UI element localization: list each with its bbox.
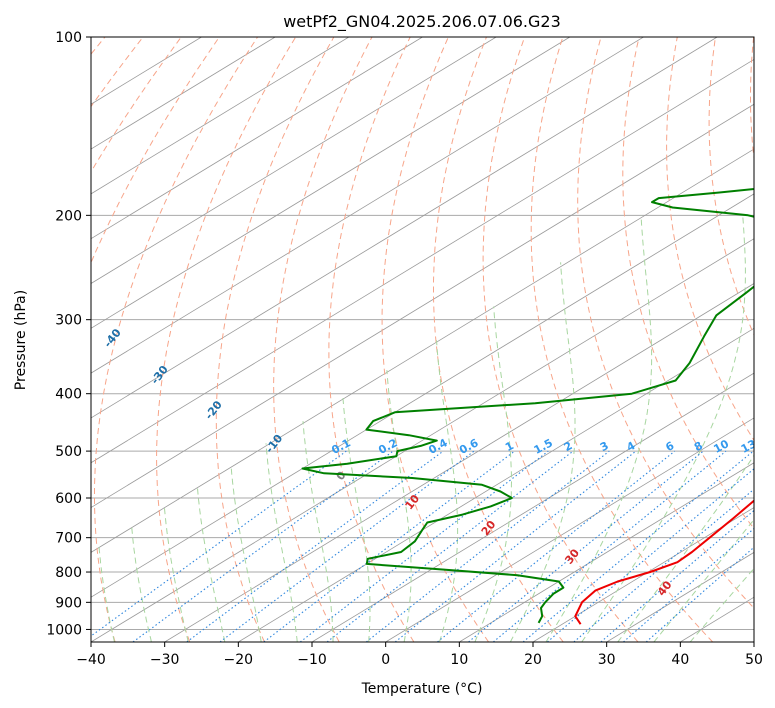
- mixing-ratio-line: [492, 450, 727, 642]
- y-axis-ticks: 100 200 300 400 500 600 700 800 900 1000: [46, 30, 91, 638]
- isotherm-line: [91, 37, 571, 329]
- mixing-ratio-line: [437, 450, 676, 642]
- moist-adiabat-line: [302, 421, 334, 642]
- isotherm-line: [91, 37, 497, 284]
- moist-adiabat-line: [436, 340, 459, 642]
- isotherm-line: [385, 417, 754, 642]
- isotherm-line: [91, 193, 754, 598]
- y-tick-label: 600: [55, 491, 82, 507]
- plot-area: 0.10.20.40.611.52346810131620253036-100-…: [91, 37, 759, 642]
- x-tick-label: −30: [150, 652, 180, 668]
- mixing-ratio-line: [394, 450, 637, 642]
- y-tick-label: 200: [55, 208, 82, 224]
- isotherm-line: [91, 148, 754, 553]
- isotherm-line: [91, 37, 644, 374]
- mixing-ratio-label: 10: [711, 437, 731, 456]
- dry-adiabat-line: [577, 37, 754, 609]
- dry-adiabat-line: [622, 37, 754, 530]
- y-axis-label: Pressure (hPa): [13, 290, 29, 390]
- y-tick-label: 300: [55, 313, 82, 329]
- dry-adiabat-line: [156, 37, 297, 642]
- isotherm-line: [91, 103, 754, 509]
- isotherm-line: [91, 37, 350, 195]
- plot-frame: [90, 36, 755, 643]
- moist-adiabat-line: [545, 215, 653, 642]
- dry-adiabat-line: [750, 37, 754, 163]
- moist-adiabat-line: [265, 443, 298, 642]
- isotherm-line: [91, 58, 754, 464]
- dry-adiabat-line: [273, 37, 373, 642]
- dry-adiabat-line: [215, 37, 335, 642]
- isotherm-line: [164, 283, 754, 642]
- x-tick-label: 10: [450, 652, 468, 668]
- x-tick-label: 50: [745, 652, 763, 668]
- moist-adiabat-line: [230, 466, 262, 642]
- moist-adiabat-line: [581, 215, 746, 642]
- x-tick-label: 20: [524, 652, 542, 668]
- isotherm-line: [532, 507, 754, 642]
- x-tick-label: −40: [76, 652, 106, 668]
- y-tick-label: 800: [55, 565, 82, 581]
- isotherm-line: [91, 37, 276, 150]
- y-tick-label: 400: [55, 387, 82, 403]
- dry-adiabat-lines: [91, 37, 754, 642]
- isotherm-line: [459, 462, 754, 642]
- x-axis-label: Temperature (°C): [361, 681, 483, 697]
- mixing-ratio-label: 13: [739, 437, 759, 456]
- mixing-ratio-line: [132, 450, 394, 642]
- sounding-series: [301, 187, 754, 625]
- dry-adiabat-line: [482, 37, 639, 642]
- y-tick-label: 100: [55, 30, 82, 46]
- y-tick-label: 1000: [46, 622, 82, 638]
- dewpoint-profile-line: [301, 187, 754, 624]
- moist-adiabat-lines: [98, 215, 754, 642]
- dry-adiabat-line: [708, 37, 754, 337]
- x-tick-label: −20: [224, 652, 254, 668]
- dry-adiabat-line: [328, 37, 415, 642]
- isotherm-line: [311, 372, 754, 642]
- x-tick-label: −10: [297, 652, 327, 668]
- mixing-ratio-line: [91, 450, 347, 637]
- isotherm-line: [91, 238, 754, 642]
- dry-adiabat-line: [94, 37, 259, 642]
- moist-adiabat-line: [163, 506, 189, 642]
- isotherm-line: [91, 37, 718, 419]
- mixing-ratio-line: [326, 450, 574, 642]
- x-tick-label: 40: [671, 652, 689, 668]
- y-tick-label: 500: [55, 444, 82, 460]
- moist-adiabat-line: [386, 370, 412, 642]
- y-tick-label: 900: [55, 595, 82, 611]
- moist-adiabat-line: [342, 396, 371, 642]
- chart-title: wetPf2_GN04.2025.206.07.06.G23: [283, 12, 561, 32]
- moist-adiabat-line: [474, 306, 512, 642]
- dry-adiabat-line: [91, 37, 182, 173]
- mixing-ratio-line: [522, 450, 754, 642]
- dry-adiabat-line: [381, 37, 490, 642]
- dry-adiabat-line: [433, 37, 564, 642]
- mixing-ratio-line: [219, 450, 475, 642]
- moist-adiabat-line: [98, 546, 115, 642]
- dry-adiabat-line: [91, 37, 220, 264]
- isotherm-line: [91, 37, 423, 240]
- x-tick-label: 30: [598, 652, 616, 668]
- mixing-ratio-line: [546, 468, 754, 642]
- moist-adiabat-line: [196, 487, 226, 642]
- moist-adiabat-line: [131, 526, 152, 642]
- x-axis-ticks: −40 −30 −20 −10 0 10 20 30 40 50: [76, 642, 763, 668]
- x-tick-label: 0: [381, 652, 390, 668]
- mixing-ratio-line: [468, 450, 704, 642]
- temperature-profile-line: [574, 499, 754, 625]
- y-tick-label: 700: [55, 531, 82, 547]
- dry-adiabat-line: [530, 37, 714, 642]
- isobar-gridlines: [91, 37, 754, 630]
- mixing-ratio-line: [573, 488, 754, 642]
- isotherm-gridlines: [91, 37, 754, 642]
- isotherm-line: [238, 327, 754, 642]
